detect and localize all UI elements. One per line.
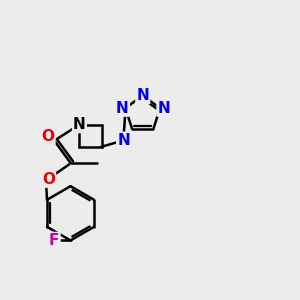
Text: N: N — [158, 100, 170, 116]
Text: O: O — [41, 129, 54, 144]
Text: N: N — [73, 117, 86, 132]
Text: N: N — [136, 88, 149, 103]
Text: F: F — [49, 233, 59, 248]
Text: N: N — [117, 133, 130, 148]
Text: O: O — [42, 172, 55, 187]
Text: N: N — [116, 100, 129, 116]
